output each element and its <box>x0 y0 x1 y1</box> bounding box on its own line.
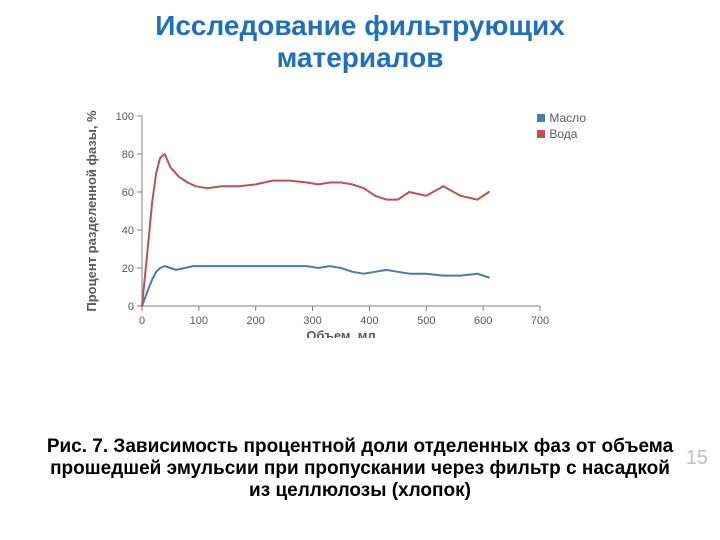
title-line1: Исследование фильтрующих <box>155 10 565 41</box>
legend-swatch-oil <box>537 114 545 122</box>
svg-text:Объем, мл: Объем, мл <box>306 328 375 338</box>
svg-text:Процент разделенной фазы, %: Процент разделенной фазы, % <box>84 110 99 312</box>
svg-text:200: 200 <box>247 315 265 327</box>
legend-label-oil: Масло <box>549 110 586 126</box>
svg-text:0: 0 <box>139 315 145 327</box>
svg-text:40: 40 <box>122 225 134 237</box>
svg-text:700: 700 <box>531 315 549 327</box>
legend-swatch-water <box>537 130 545 138</box>
svg-text:60: 60 <box>122 187 134 199</box>
chart-container: Масло Вода 02040608010001002003004005006… <box>80 108 580 338</box>
title-line2: материалов <box>277 42 444 73</box>
svg-text:80: 80 <box>122 149 134 161</box>
svg-text:400: 400 <box>360 315 378 327</box>
legend-label-water: Вода <box>549 126 577 142</box>
figure-caption: Рис. 7. Зависимость процентной доли отде… <box>40 436 680 502</box>
svg-text:500: 500 <box>417 315 435 327</box>
page-number: 15 <box>686 447 708 470</box>
svg-text:100: 100 <box>190 315 208 327</box>
svg-text:600: 600 <box>474 315 492 327</box>
svg-text:100: 100 <box>116 111 134 123</box>
svg-text:20: 20 <box>122 263 134 275</box>
chart-svg: 0 20 40 60 80 100 0 100 200 300 400 500 600 700 Объем,… <box>80 108 560 338</box>
svg-text:300: 300 <box>303 315 321 327</box>
svg-text:0: 0 <box>128 301 134 313</box>
chart-legend: Масло Вода <box>537 110 586 142</box>
slide-title: Исследование фильтрующих материалов <box>0 10 720 74</box>
legend-item-oil: Масло <box>537 110 586 126</box>
legend-item-water: Вода <box>537 126 586 142</box>
